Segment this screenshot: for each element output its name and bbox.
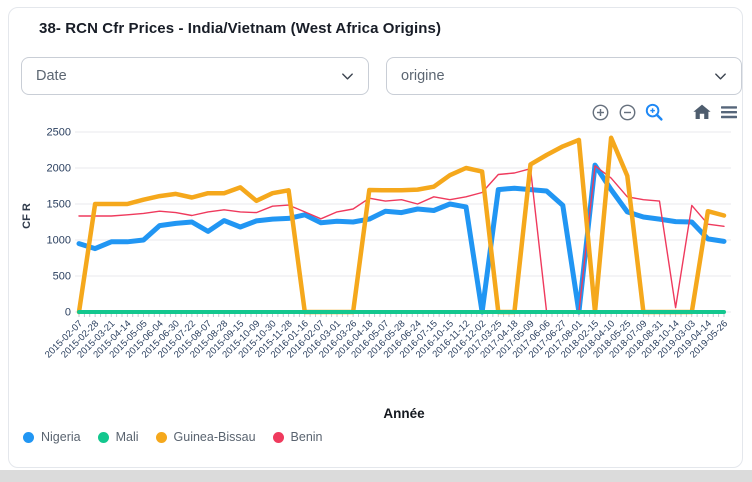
legend-label: Mali bbox=[115, 430, 139, 444]
chevron-down-icon bbox=[340, 69, 355, 84]
legend-item-guinea-bissau[interactable]: Guinea-Bissau bbox=[155, 430, 256, 444]
y-tick-label: 2500 bbox=[47, 127, 71, 139]
legend-swatch-icon bbox=[155, 431, 167, 443]
date-filter-value: Date bbox=[36, 68, 67, 84]
chevron-down-icon bbox=[713, 69, 728, 84]
legend-swatch-icon bbox=[97, 431, 109, 443]
legend-item-nigeria[interactable]: Nigeria bbox=[23, 430, 81, 444]
origin-filter-select[interactable]: origine bbox=[386, 57, 742, 95]
dashboard-card: 38- RCN Cfr Prices - India/Vietnam (West… bbox=[8, 7, 743, 468]
page-title: 38- RCN Cfr Prices - India/Vietnam (West… bbox=[39, 20, 442, 37]
zoom-in-icon[interactable] bbox=[589, 101, 611, 123]
legend-item-benin[interactable]: Benin bbox=[272, 430, 323, 444]
page-footer-strip bbox=[0, 470, 752, 482]
legend-item-mali[interactable]: Mali bbox=[97, 430, 139, 444]
legend-swatch-icon bbox=[272, 431, 284, 443]
series-line-nigeria bbox=[76, 162, 727, 315]
y-tick-label: 500 bbox=[53, 271, 71, 283]
series-line-guinea-bissau bbox=[76, 135, 727, 315]
y-tick-label: 1000 bbox=[47, 235, 71, 247]
price-chart[interactable]: 0 500 1000 1500 2000 2500 CF R 2015-02-07 2015-0… bbox=[9, 116, 744, 408]
zoom-out-icon[interactable] bbox=[616, 101, 638, 123]
y-tick-label: 0 bbox=[65, 307, 71, 319]
chart-toolbar bbox=[589, 100, 740, 124]
y-axis-title: CF R bbox=[21, 203, 33, 229]
y-tick-label: 2000 bbox=[47, 163, 71, 175]
series-line-benin bbox=[78, 165, 725, 313]
legend-label: Nigeria bbox=[41, 430, 81, 444]
x-axis-title: Année bbox=[383, 406, 425, 421]
origin-filter-value: origine bbox=[401, 68, 445, 84]
legend-swatch-icon bbox=[23, 431, 34, 443]
menu-icon[interactable] bbox=[718, 101, 740, 123]
date-filter-select[interactable]: Date bbox=[21, 57, 369, 95]
legend-label: Benin bbox=[290, 430, 323, 444]
y-tick-label: 1500 bbox=[47, 199, 71, 211]
box-zoom-icon[interactable] bbox=[643, 101, 665, 123]
chart-legend: Nigeria Mali Guinea-Bissau Benin bbox=[23, 426, 323, 448]
legend-label: Guinea-Bissau bbox=[173, 430, 256, 444]
home-icon[interactable] bbox=[691, 101, 713, 123]
